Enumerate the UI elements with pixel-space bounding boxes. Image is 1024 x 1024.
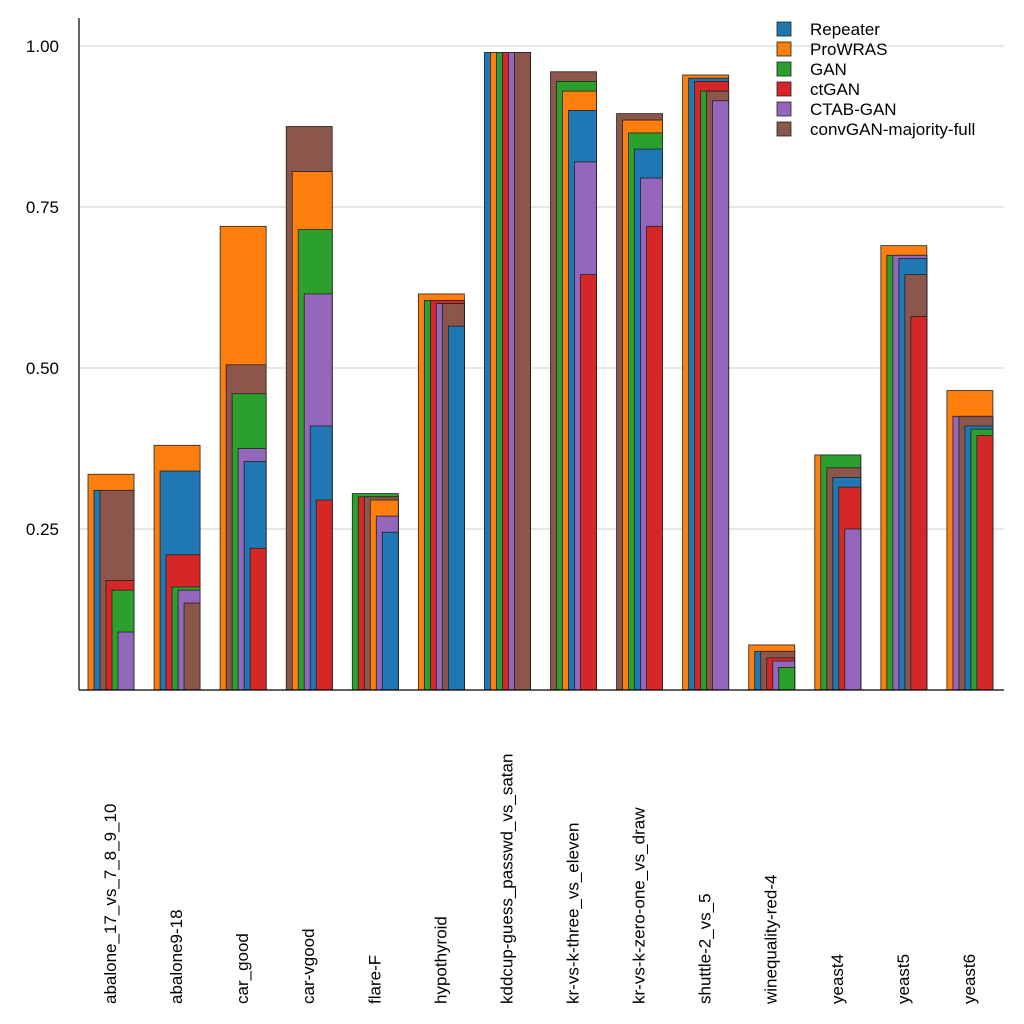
bar-convgan-majority-full-1 bbox=[183, 602, 201, 691]
x-tick-label: kr-vs-k-zero-one_vs_draw bbox=[630, 807, 649, 1004]
bar-convgan-majority-full-6 bbox=[514, 52, 531, 691]
bar-ctab-gan-9 bbox=[712, 100, 730, 691]
x-tick-label: flare-F bbox=[365, 955, 384, 1004]
bar-repeater-4 bbox=[381, 531, 399, 691]
bar-ctab-gan-11 bbox=[844, 528, 862, 691]
x-tick-label: shuttle-2_vs_5 bbox=[696, 893, 715, 1004]
x-tick-label: yeast5 bbox=[894, 954, 913, 1004]
y-tick-label: 0.25 bbox=[26, 520, 59, 539]
legend-swatch bbox=[776, 121, 792, 137]
x-tick-label: car-vgood bbox=[299, 928, 318, 1004]
x-tick-label: kr-vs-k-three_vs_eleven bbox=[564, 823, 583, 1004]
x-tick-label: abalone_17_vs_7_8_9_10 bbox=[101, 804, 120, 1004]
legend-label: CTAB-GAN bbox=[810, 100, 897, 119]
legend-label: ProWRAS bbox=[810, 40, 887, 59]
legend-swatch bbox=[776, 101, 792, 117]
x-tick-label: hypothyroid bbox=[431, 916, 450, 1004]
bar-gan-10 bbox=[778, 667, 796, 691]
legend-swatch bbox=[776, 81, 792, 97]
legend-label: Repeater bbox=[810, 20, 880, 39]
bar-ctgan-13 bbox=[976, 435, 994, 691]
x-tick-label: yeast4 bbox=[828, 954, 847, 1004]
x-tick-label: kddcup-guess_passwd_vs_satan bbox=[497, 754, 516, 1004]
bar-ctgan-7 bbox=[580, 274, 597, 691]
x-tick-label: abalone9-18 bbox=[167, 909, 186, 1004]
y-tick-label: 1.00 bbox=[26, 37, 59, 56]
bar-ctgan-3 bbox=[315, 499, 333, 691]
bars bbox=[87, 52, 994, 691]
legend: RepeaterProWRASGANctGANCTAB-GANconvGAN-m… bbox=[776, 20, 975, 139]
axes bbox=[78, 18, 1004, 691]
legend-swatch bbox=[776, 21, 792, 37]
y-tick-label: 0.50 bbox=[26, 359, 59, 378]
y-tick-label: 0.75 bbox=[26, 198, 59, 217]
bar-repeater-5 bbox=[447, 325, 465, 691]
x-tick-label: car_good bbox=[233, 933, 252, 1004]
legend-swatch bbox=[776, 41, 792, 57]
bar-ctgan-12 bbox=[910, 316, 928, 691]
bar-ctgan-2 bbox=[249, 547, 267, 691]
legend-label: ctGAN bbox=[810, 80, 860, 99]
legend-label: convGAN-majority-full bbox=[810, 120, 975, 139]
legend-swatch bbox=[776, 61, 792, 77]
bar-ctab-gan-0 bbox=[117, 631, 135, 691]
legend-label: GAN bbox=[810, 60, 847, 79]
bar-ctgan-8 bbox=[646, 225, 663, 691]
x-tick-label: winequality-red-4 bbox=[762, 875, 781, 1005]
x-tick-label: yeast6 bbox=[960, 954, 979, 1004]
